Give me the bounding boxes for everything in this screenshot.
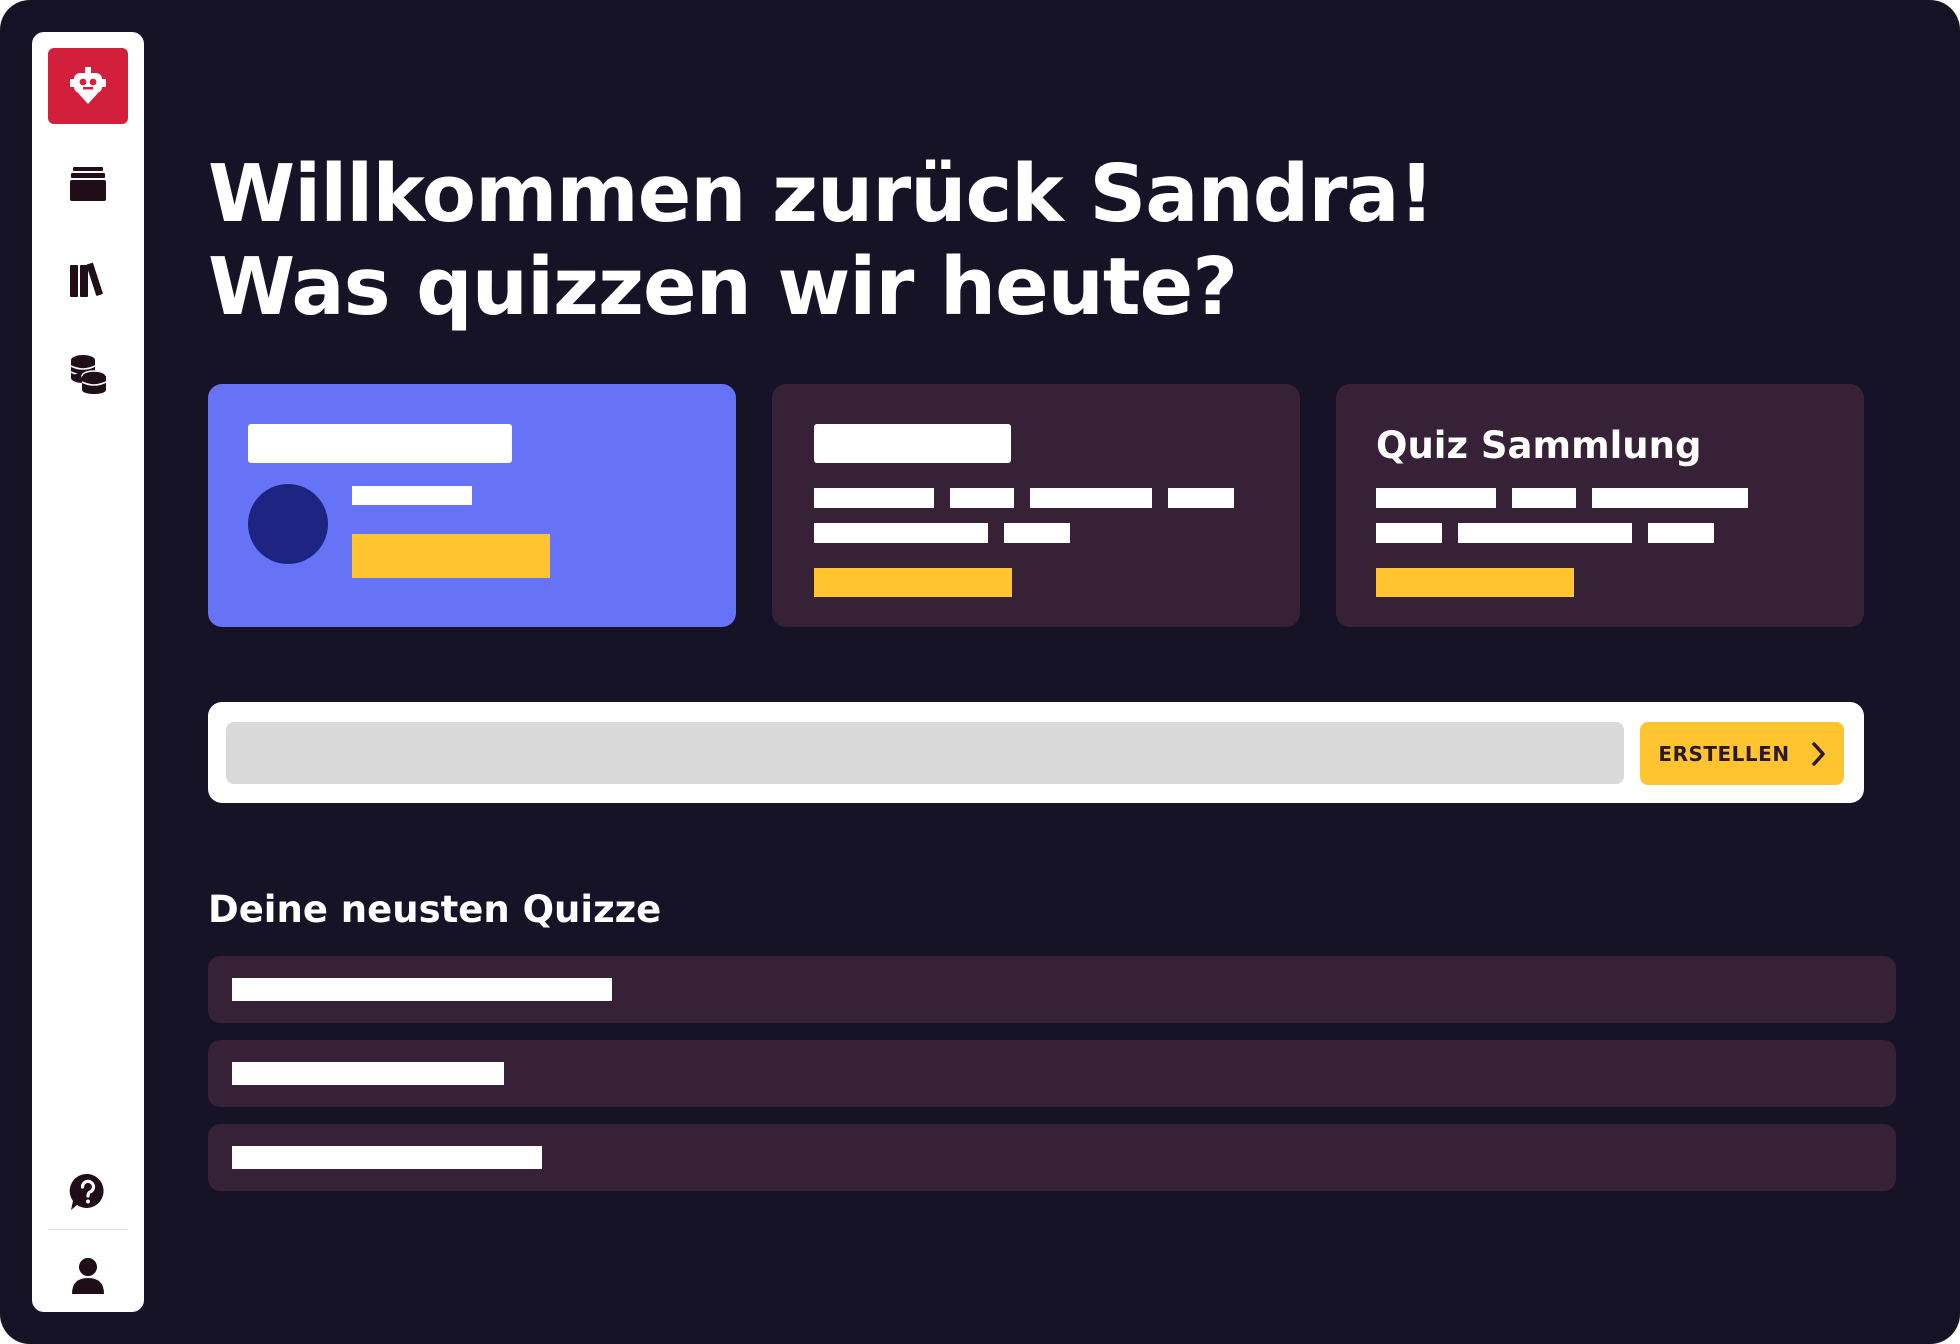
title-line-1: Willkommen zurück Sandra!	[208, 148, 1435, 240]
card-text-placeholder	[1004, 523, 1070, 543]
sidebar-item-archive[interactable]	[58, 154, 118, 214]
title-line-2: Was quizzen wir heute?	[208, 241, 1238, 333]
coins-icon	[70, 355, 107, 394]
card-text-placeholder	[1376, 523, 1442, 543]
create-button[interactable]: ERSTELLEN	[1640, 722, 1844, 785]
card-title-placeholder	[814, 424, 1011, 463]
card-profile[interactable]	[208, 384, 736, 627]
chevron-right-icon	[1811, 741, 1825, 766]
card-text-placeholder	[950, 488, 1014, 508]
card-title: Quiz Sammlung	[1376, 424, 1702, 467]
card-action-placeholder[interactable]	[814, 568, 1012, 597]
list-item[interactable]	[208, 956, 1896, 1023]
create-bar: ERSTELLEN	[208, 702, 1864, 803]
sidebar-divider	[48, 1229, 128, 1230]
card-text-placeholder	[814, 523, 988, 543]
card-text-placeholder	[1168, 488, 1234, 508]
list-item-label	[232, 1146, 542, 1169]
sidebar	[32, 32, 144, 1312]
list-item[interactable]	[208, 1124, 1896, 1191]
help-bubble-icon	[69, 1173, 104, 1210]
card-text-placeholder	[352, 486, 472, 505]
card-quiz-collection[interactable]: Quiz Sammlung	[1336, 384, 1864, 627]
sidebar-item-coins[interactable]	[58, 344, 118, 404]
archive-box-icon	[70, 167, 106, 201]
sidebar-item-library[interactable]	[58, 250, 118, 310]
list-item-label	[232, 978, 612, 1001]
card-secondary[interactable]	[772, 384, 1300, 627]
create-input[interactable]	[226, 722, 1624, 784]
list-item-label	[232, 1062, 504, 1085]
card-action-placeholder[interactable]	[352, 534, 550, 578]
create-button-label: ERSTELLEN	[1658, 741, 1790, 766]
page-title: Willkommen zurück Sandra! Was quizzen wi…	[208, 148, 1435, 334]
books-icon	[70, 262, 103, 297]
user-icon	[72, 1258, 104, 1294]
recent-quizzes-title: Deine neusten Quizze	[208, 888, 662, 931]
card-text-placeholder	[1648, 523, 1714, 543]
card-text-placeholder	[1376, 488, 1496, 508]
robot-logo-icon	[70, 67, 106, 104]
sidebar-item-profile[interactable]	[58, 1246, 118, 1306]
logo-button[interactable]	[48, 48, 128, 124]
card-text-placeholder	[1592, 488, 1748, 508]
card-text-placeholder	[814, 488, 934, 508]
list-item[interactable]	[208, 1040, 1896, 1107]
card-text-placeholder	[1030, 488, 1152, 508]
card-action-placeholder[interactable]	[1376, 568, 1574, 597]
card-text-placeholder	[1458, 523, 1632, 543]
avatar	[248, 484, 328, 564]
card-text-placeholder	[1512, 488, 1576, 508]
card-title-placeholder	[248, 424, 512, 463]
sidebar-item-help[interactable]	[58, 1162, 118, 1222]
